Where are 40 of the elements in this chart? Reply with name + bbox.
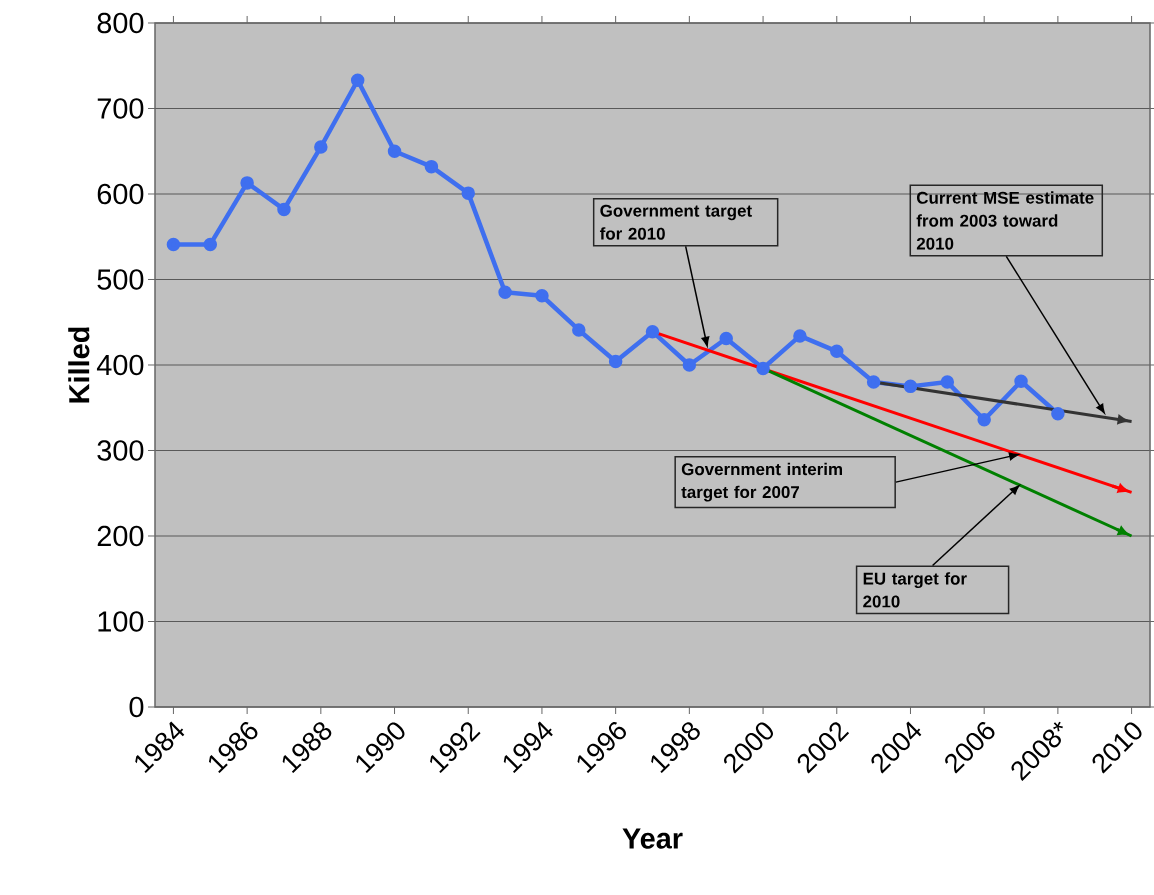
point: [756, 361, 770, 376]
point: [535, 288, 549, 303]
annotation: Government interim target for 2007: [681, 462, 842, 502]
y-tick-label: 0: [129, 696, 144, 718]
point: [1014, 374, 1028, 388]
y-tick-label: 700: [97, 98, 144, 119]
point: [719, 331, 733, 346]
annotation: Government target for 2010: [599, 204, 752, 240]
annotation: EU target for 2010: [863, 572, 967, 608]
y-tick-label: 800: [97, 12, 144, 34]
y-axis-title: Killed: [68, 327, 90, 403]
point: [903, 379, 918, 394]
point: [1051, 406, 1065, 421]
point: [277, 202, 291, 217]
point: [572, 323, 586, 337]
y-tick-label: 500: [97, 269, 144, 290]
y-tick-label: 100: [98, 611, 144, 632]
point: [608, 354, 623, 369]
point: [387, 144, 402, 158]
point: [793, 329, 807, 343]
y-tick-label: 400: [96, 354, 144, 376]
point: [682, 358, 697, 372]
point: [314, 140, 328, 154]
y-tick-label: 200: [97, 525, 144, 547]
point: [350, 73, 365, 88]
annotation: Current MSE estimate from 2003 toward 2010: [916, 191, 1094, 250]
point: [498, 285, 512, 300]
point: [866, 375, 881, 389]
y-tick-label: 300: [97, 440, 144, 461]
point: [645, 324, 660, 339]
point: [830, 344, 844, 359]
point: [203, 237, 218, 252]
point: [461, 186, 475, 200]
point: [940, 375, 955, 389]
y-tick-label: 600: [97, 183, 144, 205]
point: [240, 176, 254, 190]
point: [166, 237, 181, 252]
x-axis-title: Year: [622, 828, 683, 849]
point: [424, 159, 439, 174]
point: [977, 412, 991, 427]
